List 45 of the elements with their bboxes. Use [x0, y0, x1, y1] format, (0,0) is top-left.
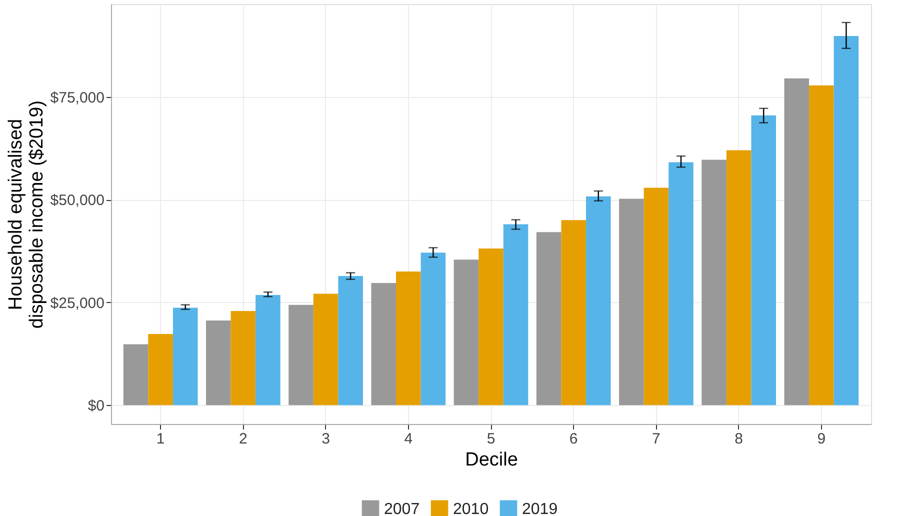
bar [503, 224, 528, 406]
x-tick-label: 4 [404, 430, 413, 448]
x-tick-label: 1 [156, 430, 165, 448]
bar [230, 310, 256, 406]
bar [751, 115, 776, 406]
x-tick-label: 8 [734, 430, 743, 448]
legend-label: 2019 [522, 500, 558, 516]
bar [834, 36, 859, 406]
y-tick-label: $75,000 [50, 89, 104, 106]
legend-label: 2007 [384, 500, 420, 516]
bar [536, 232, 562, 406]
bar [148, 334, 173, 406]
bar [726, 150, 752, 406]
x-tick-label: 3 [322, 430, 330, 448]
x-tick-label: 6 [569, 430, 578, 448]
bar [420, 252, 446, 406]
bar [454, 260, 479, 406]
x-tick-label: 5 [486, 430, 496, 448]
bar [123, 344, 148, 406]
bar [288, 304, 314, 406]
bar [206, 320, 231, 406]
bar [313, 294, 338, 406]
x-axis-title: Decile [465, 450, 518, 470]
bar [668, 162, 694, 406]
bar [172, 308, 198, 406]
bar [478, 248, 504, 406]
bar [702, 160, 726, 406]
legend-label: 2010 [453, 500, 489, 516]
bar [338, 276, 363, 406]
bar [256, 294, 280, 406]
bar [396, 272, 421, 406]
x-tick-label: 9 [817, 430, 826, 448]
y-axis-title: Household equivalised disposable income ($2019) [5, 100, 48, 329]
bar [371, 283, 396, 406]
bar [586, 196, 611, 406]
bar [561, 220, 586, 406]
y-tick-label: $25,000 [50, 294, 104, 312]
x-tick-label: 2 [239, 430, 248, 448]
x-tick-label: 7 [652, 430, 660, 448]
bar [784, 78, 810, 406]
y-tick-label: $0 [88, 398, 104, 415]
y-tick-label: $50,000 [50, 192, 104, 210]
bar [644, 188, 669, 406]
bar [619, 198, 644, 406]
bar [809, 85, 834, 406]
